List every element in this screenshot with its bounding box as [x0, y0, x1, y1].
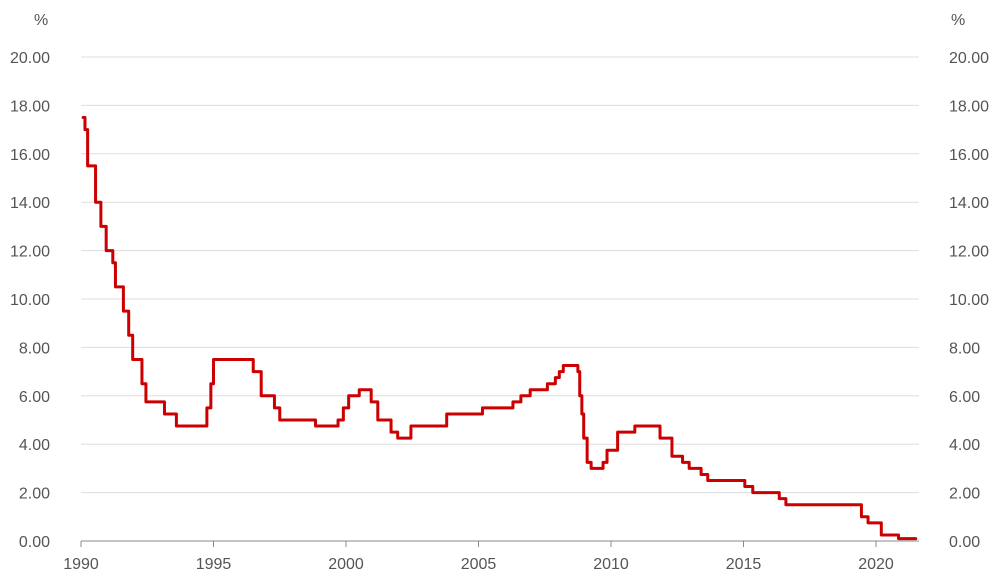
y-tick-label-right: 20.00 [949, 50, 989, 67]
y-tick-label-right: 4.00 [949, 437, 980, 454]
y-tick-label-right: 10.00 [949, 292, 989, 309]
y-tick-label-right: 6.00 [949, 389, 980, 406]
y-axis-right: 0.00 2.00 4.00 6.00 8.00 10.00 12.00 14.00 16.00… [949, 50, 989, 551]
y-tick-label-right: 18.00 [949, 98, 989, 115]
y-tick-label-left: 2.00 [19, 486, 50, 503]
y-tick-label-right: 14.00 [949, 195, 989, 212]
y-tick-label-left: 10.00 [10, 292, 50, 309]
y-tick-label-left: 6.00 [19, 389, 50, 406]
y-tick-label-left: 14.00 [10, 195, 50, 212]
x-tick-label: 2005 [461, 556, 497, 573]
y-tick-label-left: 16.00 [10, 147, 50, 164]
y-tick-label-left: 0.00 [19, 534, 50, 551]
y-tick-label-right: 16.00 [949, 147, 989, 164]
series-group [81, 116, 918, 541]
y-tick-label-left: 8.00 [19, 340, 50, 357]
series-line-0 [81, 116, 918, 541]
x-axis: 1990 1995 2000 2005 2010 2015 2020 [63, 540, 919, 573]
y-tick-label-left: 12.00 [10, 244, 50, 261]
y-unit-right: % [951, 12, 965, 29]
y-tick-label-left: 18.00 [10, 98, 50, 115]
x-tick-label: 1990 [63, 556, 99, 573]
y-tick-label-right: 8.00 [949, 340, 980, 357]
x-tick-label: 2015 [726, 556, 762, 573]
y-tick-label-right: 2.00 [949, 486, 980, 503]
y-tick-label-right: 12.00 [949, 244, 989, 261]
y-unit-left: % [34, 12, 48, 29]
x-tick-label: 1995 [196, 556, 232, 573]
y-tick-label-left: 4.00 [19, 437, 50, 454]
x-tick-label: 2010 [593, 556, 629, 573]
y-axis-left: 0.00 2.00 4.00 6.00 8.00 10.00 12.00 14.00 16.00… [10, 50, 50, 551]
x-tick-label: 2020 [858, 556, 894, 573]
gridlines [81, 56, 919, 542]
y-tick-label-left: 20.00 [10, 50, 50, 67]
y-tick-label-right: 0.00 [949, 534, 980, 551]
x-tick-label: 2000 [328, 556, 364, 573]
